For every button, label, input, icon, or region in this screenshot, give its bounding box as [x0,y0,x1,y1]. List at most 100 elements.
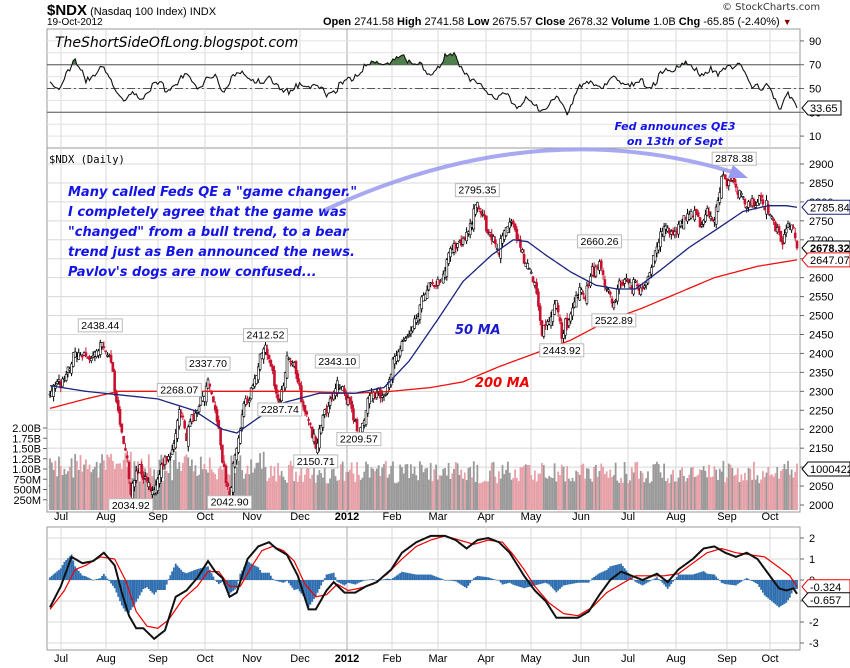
volume-bar [578,474,581,510]
volume-bar [101,454,103,510]
macd-histogram-bar [526,580,529,588]
volume-bar [533,470,536,510]
volume-bar [356,462,358,510]
candle-body [644,281,648,286]
candle-body [513,223,517,230]
volume-bar [718,468,721,510]
volume-bar [523,465,525,510]
candle-body [215,409,219,422]
candle-body [409,330,413,335]
candle-body [741,196,745,198]
macd-histogram-bar [368,579,371,581]
volume-bar [61,475,64,510]
macd-histogram-bar [582,580,585,583]
macd-histogram-bar [257,567,260,580]
candle-body [641,287,644,290]
volume-bar [374,471,376,510]
high-value: 2741.58 [424,16,465,28]
volume-bar [456,463,459,510]
macd-tick-label: -3 [809,638,819,650]
macd-histogram-bar [277,580,279,582]
price-tick-label: 2400 [809,348,833,360]
volume-bar [462,478,464,510]
volume-bar [201,469,204,510]
volume-bar [767,466,770,510]
macd-histogram-bar [260,572,263,580]
rsi-tick-label: 10 [809,131,821,143]
macd-histogram-bar [702,571,705,580]
volume-bar [65,474,68,510]
volume-bar [104,469,107,510]
volume-bar [278,475,281,510]
candle-body [617,280,621,290]
macd-histogram-bar [325,574,328,580]
macd-histogram-bar [573,580,576,584]
month-label: Jul [621,653,635,665]
close-value: 2678.32 [568,16,609,28]
candle-body [404,338,407,341]
macd-histogram-bar [733,580,736,586]
rsi-line [49,51,798,116]
volume-bar [92,469,94,510]
candle-body [321,415,325,428]
macd-histogram-bar [58,569,60,580]
macd-histogram-bar [176,565,179,580]
macd-histogram-bar [501,580,504,585]
macd-histogram-bar [406,572,409,580]
volume-bar [706,477,709,510]
pivot-label: 2287.74 [261,404,299,416]
pivot-label-box [242,328,288,343]
macd-histogram-bar [413,574,416,580]
month-label: Feb [383,653,402,665]
volume-bar [596,476,599,510]
volume-bar [582,463,585,510]
volume-bar [273,466,276,510]
price-tick-label: 2350 [809,367,833,379]
volume-bar [489,470,491,510]
candle-body [186,426,190,447]
ma200-last-tag [801,252,850,268]
macd-histogram-bar [704,572,707,580]
close-label: Close [535,16,566,28]
candle-body [307,419,310,421]
candle-body [145,477,149,482]
macd-histogram-bar [180,569,182,580]
volume-bar [142,466,145,510]
macd-histogram-bar [393,576,396,580]
price-panel-label: $NDX (Daily) [49,154,125,166]
volume-bar [52,469,55,510]
volume-bar [657,464,660,510]
macd-histogram-bar [625,570,628,580]
volume-bar [598,470,601,510]
volume-bar [174,451,177,510]
macd-histogram-bar [690,574,692,580]
volume-bar [440,475,443,510]
month-label: May [521,511,542,523]
macd-histogram-bar [165,580,168,585]
macd-histogram-bar [731,580,734,586]
volume-bar [605,471,608,510]
macd-histogram-bar [401,571,403,580]
volume-bar [445,475,448,510]
candle-body [664,225,668,230]
candle-body [779,230,783,242]
macd-histogram-bar [442,579,445,580]
candle-body [289,360,292,363]
candle-body [411,326,415,332]
volume-bar [162,481,165,510]
candle-body [177,409,181,427]
macd-histogram-bar [142,580,145,590]
macd-histogram-bar [709,574,712,580]
macd-histogram-bar [194,569,197,580]
volume-bar [447,462,450,510]
macd-histogram-bar [411,573,414,580]
macd-histogram-bar [751,580,754,582]
candle-body [488,232,492,235]
macd-histogram-bar [431,575,434,580]
macd-histogram-bar [521,580,524,588]
candle-body [104,350,107,353]
macd-histogram-bar [219,580,222,583]
macd-histogram-bar [155,580,157,593]
volume-bar [677,477,680,510]
macd-histogram-bar [334,577,337,580]
